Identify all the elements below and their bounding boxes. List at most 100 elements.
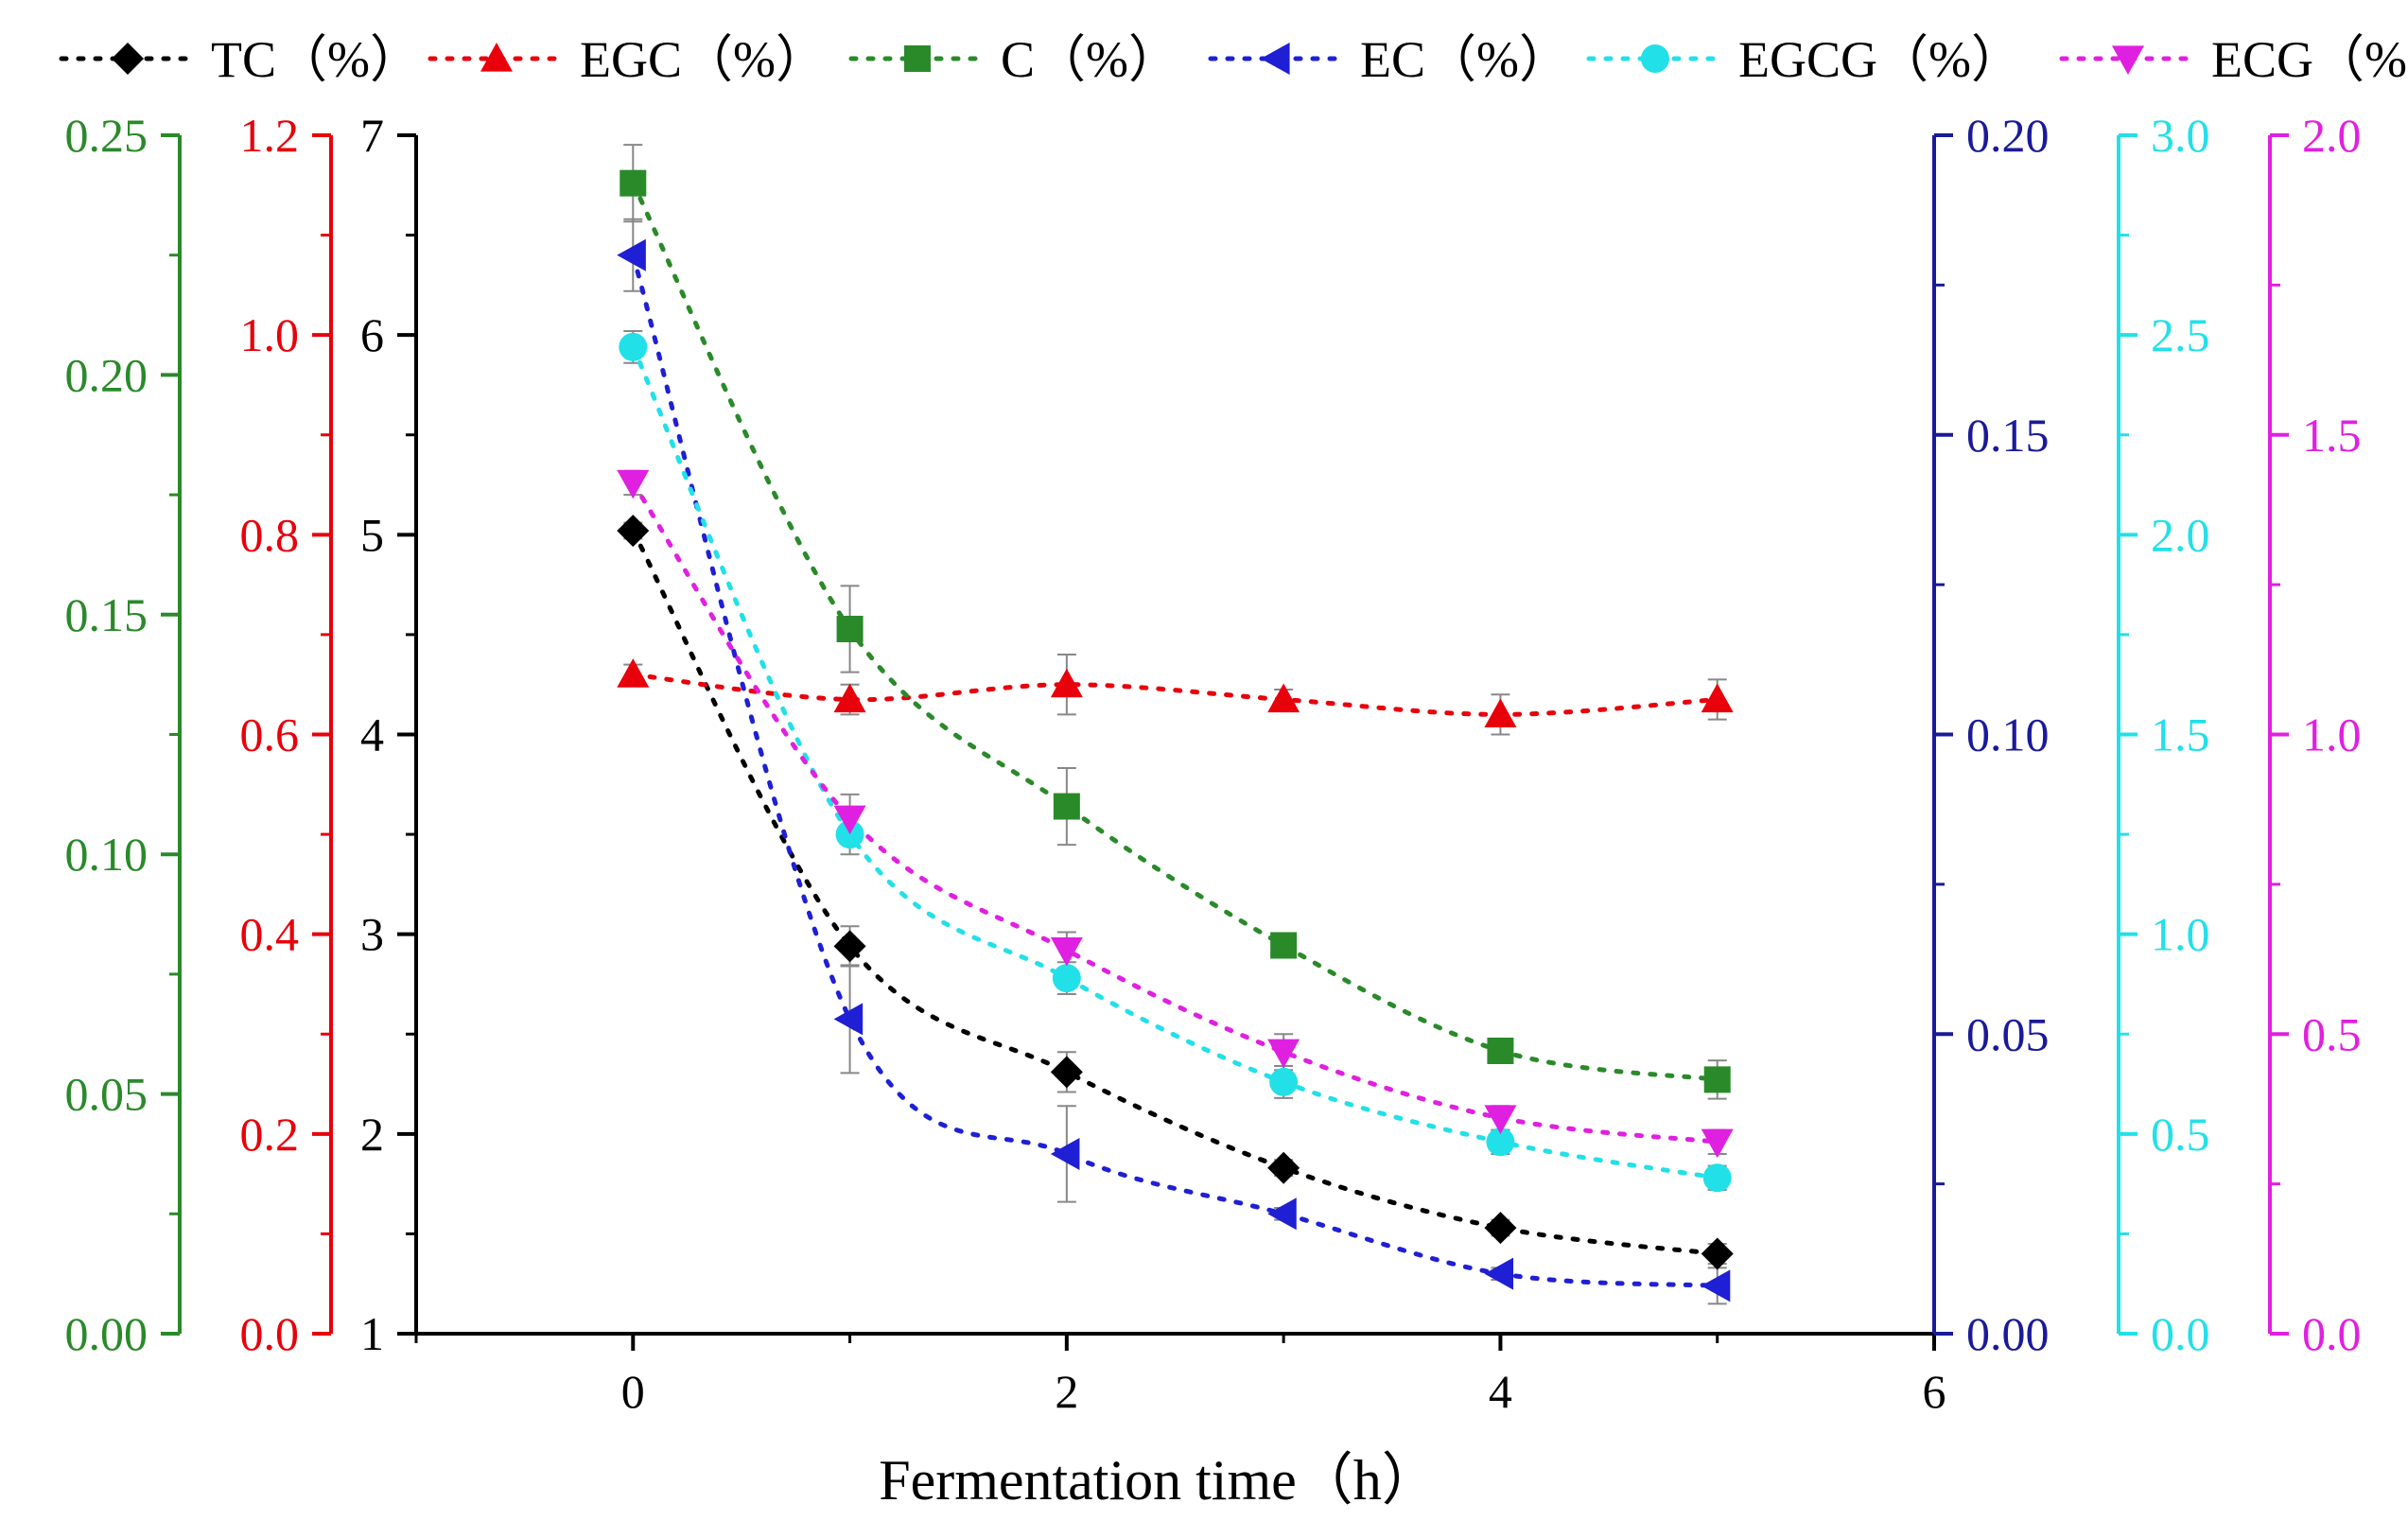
- right1-tick-label: 0.00: [1966, 1307, 2050, 1360]
- x-tick-label: 6: [1923, 1365, 1946, 1418]
- left1-tick-label: 3: [360, 908, 384, 961]
- left2-tick-label: 1.0: [240, 308, 300, 361]
- left3-tick-label: 0.15: [65, 588, 148, 641]
- right1-tick-label: 0.05: [1966, 1007, 2050, 1060]
- x-axis-title: Fermentation time（h）: [879, 1449, 1439, 1512]
- left2-tick-label: 0.6: [240, 708, 300, 761]
- data-point-EGCG: [1052, 964, 1081, 993]
- legend-label-C: C（%）: [1001, 31, 1179, 88]
- data-point-EGCG: [1486, 1127, 1515, 1157]
- legend-label-ECG: ECG（%）: [2211, 31, 2408, 88]
- legend-label-EGC: EGC（%）: [580, 31, 827, 88]
- series-line-C: [630, 181, 1720, 1082]
- x-tick-label: 0: [621, 1365, 645, 1418]
- left1-tick-label: 5: [360, 508, 384, 561]
- right3-tick-label: 1.5: [2302, 409, 2362, 462]
- data-point-ECG: [833, 805, 866, 835]
- x-tick-label: 4: [1489, 1365, 1512, 1418]
- left2-tick-label: 0.2: [240, 1108, 300, 1161]
- right2-tick-label: 1.5: [2151, 708, 2210, 761]
- data-point-C: [836, 616, 864, 643]
- left1-tick-label: 7: [360, 109, 384, 162]
- legend-marker-EGCG: [1641, 44, 1669, 73]
- legend: TC（%） EGC（%） C（%） EC（%） EGCG（%） ECG（%）: [59, 31, 2408, 88]
- data-point-EGCG: [1269, 1067, 1299, 1096]
- left2-tick-label: 1.2: [240, 109, 300, 162]
- right2-tick-label: 2.5: [2151, 308, 2210, 361]
- left3-tick-label: 0.00: [65, 1307, 148, 1360]
- data-point-EGC: [1701, 683, 1734, 713]
- data-point-TC: [833, 930, 866, 963]
- series-line-EC: [630, 253, 1720, 1288]
- right1-tick-label: 0.15: [1966, 409, 2050, 462]
- series-line-EGCG: [630, 344, 1720, 1180]
- data-point-EC: [1267, 1197, 1297, 1231]
- series-line-TC: [630, 528, 1720, 1257]
- left2-tick-label: 0.0: [240, 1307, 300, 1360]
- data-point-EC: [1484, 1257, 1514, 1290]
- right3-tick-label: 0.5: [2302, 1007, 2362, 1060]
- data-point-TC: [1701, 1237, 1734, 1270]
- data-point-EGC: [1267, 683, 1300, 713]
- series-line-EGC: [630, 672, 1720, 717]
- data-point-ECG: [1701, 1128, 1734, 1159]
- right3-tick-label: 2.0: [2302, 109, 2362, 162]
- data-point-ECG: [1484, 1105, 1517, 1134]
- data-point-EGCG: [1702, 1163, 1732, 1193]
- legend-label-TC: TC（%）: [211, 31, 421, 88]
- left3-tick-label: 0.05: [65, 1068, 148, 1121]
- right1-tick-label: 0.20: [1966, 109, 2050, 162]
- data-point-C: [1270, 932, 1298, 959]
- right3-tick-label: 0.0: [2302, 1307, 2362, 1360]
- data-point-C: [619, 169, 647, 197]
- right2-tick-label: 0.0: [2151, 1307, 2210, 1360]
- series-line-ECG: [630, 480, 1720, 1145]
- right2-tick-label: 3.0: [2151, 109, 2210, 162]
- x-tick-label: 2: [1055, 1365, 1078, 1418]
- data-point-EC: [833, 1003, 864, 1036]
- data-point-ECG: [617, 469, 650, 499]
- left3-tick-label: 0.20: [65, 348, 148, 401]
- data-point-TC: [1267, 1151, 1300, 1184]
- data-point-C: [1053, 793, 1080, 820]
- right2-tick-label: 0.5: [2151, 1108, 2210, 1161]
- data-point-EGC: [833, 683, 866, 713]
- data-points: [617, 169, 1734, 1302]
- series-lines: [630, 181, 1720, 1288]
- left3-tick-label: 0.10: [65, 828, 148, 881]
- data-point-EC: [1050, 1137, 1080, 1170]
- data-point-EGC: [617, 658, 650, 688]
- data-point-EGC: [1484, 698, 1517, 727]
- data-point-TC: [617, 515, 650, 548]
- data-point-C: [1487, 1037, 1514, 1064]
- data-point-TC: [1484, 1212, 1517, 1245]
- left1-tick-label: 1: [360, 1307, 384, 1360]
- legend-marker-TC: [112, 43, 144, 75]
- right2-tick-label: 2.0: [2151, 508, 2210, 561]
- data-point-ECG: [1267, 1039, 1300, 1069]
- legend-marker-EC: [1261, 43, 1290, 75]
- legend-label-EGCG: EGCG（%）: [1738, 31, 2022, 88]
- left3-tick-label: 0.25: [65, 109, 148, 162]
- right3-tick-label: 1.0: [2302, 708, 2362, 761]
- data-point-ECG: [1050, 936, 1083, 967]
- legend-marker-C: [904, 45, 931, 72]
- data-point-TC: [1050, 1056, 1083, 1089]
- right2-tick-label: 1.0: [2151, 908, 2210, 961]
- left1-tick-label: 2: [360, 1108, 384, 1161]
- data-point-EGC: [1050, 668, 1083, 698]
- legend-label-EC: EC（%）: [1360, 31, 1570, 88]
- axes: 0 2 4 6 1 2 3 4 5 6 7 0.0 0.2 0.4 0.6 0.8 1.0 1.2 0.00 0.05…: [65, 109, 2362, 1418]
- data-point-C: [1703, 1066, 1731, 1093]
- data-point-EC: [1701, 1269, 1731, 1302]
- data-point-EC: [617, 238, 646, 271]
- left2-tick-label: 0.8: [240, 508, 300, 561]
- data-point-EGCG: [619, 332, 648, 361]
- left2-tick-label: 0.4: [240, 908, 300, 961]
- legend-marker-ECG: [2112, 45, 2144, 75]
- right1-tick-label: 0.10: [1966, 708, 2050, 761]
- legend-marker-EGC: [480, 43, 513, 72]
- left1-tick-label: 4: [360, 708, 384, 761]
